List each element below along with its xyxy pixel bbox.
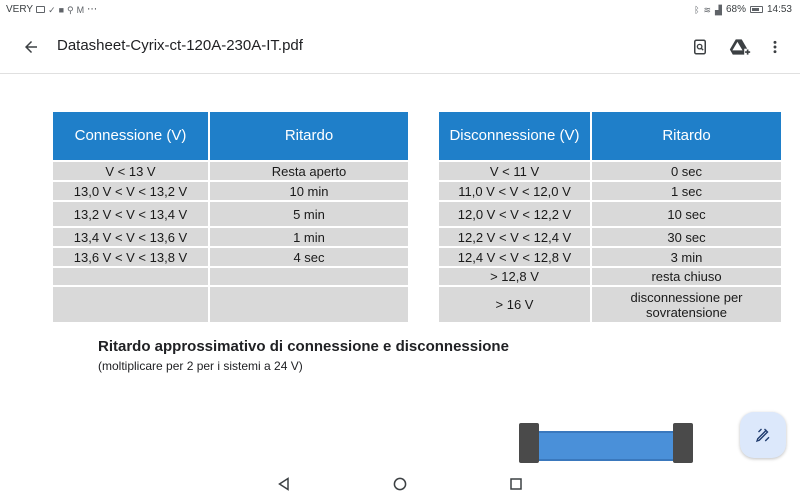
wifi-icon: ≋ xyxy=(703,4,712,15)
device-illustration xyxy=(519,423,693,471)
table-row: 13,2 V < V < 13,4 V 5 min xyxy=(53,200,408,227)
nav-back-button[interactable] xyxy=(276,476,292,492)
table-row: 11,0 V < V < 12,0 V 1 sec xyxy=(439,180,781,201)
status-right: ᛒ ≋ ▟ 68% 14:53 xyxy=(694,4,792,15)
more-vert-icon xyxy=(773,40,777,54)
maps-icon: ⚲ xyxy=(67,4,74,15)
gmail-icon: M xyxy=(76,4,85,15)
table-row: 13,0 V < V < 13,2 V 10 min xyxy=(53,180,408,201)
table-cell: 3 min xyxy=(591,246,781,267)
mail-icon xyxy=(36,6,46,13)
search-in-document-icon xyxy=(694,39,706,55)
table-cell: 12,0 V < V < 12,2 V xyxy=(439,200,592,227)
edit-annotate-icon xyxy=(755,428,770,443)
carrier-label: VERY xyxy=(6,4,34,15)
table-cell: 5 min xyxy=(209,200,408,227)
table-cell: > 12,8 V xyxy=(439,266,592,286)
table-cell: > 16 V xyxy=(439,285,592,322)
table-cell: 13,2 V < V < 13,4 V xyxy=(53,200,210,227)
table-cell xyxy=(53,266,210,286)
app-bar: Datasheet-Cyrix-ct-120A-230A-IT.pdf xyxy=(0,20,800,74)
nav-recents-icon xyxy=(510,478,522,490)
table-cell: V < 11 V xyxy=(439,160,592,181)
table-header-row: Connessione (V) Ritardo xyxy=(53,112,408,161)
back-arrow-icon xyxy=(25,41,37,53)
table-row: 12,2 V < V < 12,4 V 30 sec xyxy=(439,226,781,247)
table-row: > 12,8 V resta chiuso xyxy=(439,266,781,286)
table-cell: V < 13 V xyxy=(53,160,210,181)
table-cell: 1 min xyxy=(209,226,408,247)
table-row: > 16 V disconnessione per sovratensione xyxy=(439,285,781,322)
table-cell: 30 sec xyxy=(591,226,781,247)
column-header: Ritardo xyxy=(209,112,408,161)
table-row xyxy=(53,266,408,286)
table-row xyxy=(53,285,408,322)
table-header-row: Disconnessione (V) Ritardo xyxy=(439,112,781,161)
table-cell: 13,0 V < V < 13,2 V xyxy=(53,180,210,201)
device-end-cap xyxy=(673,423,693,463)
clock: 14:53 xyxy=(766,4,792,15)
overflow-indicator: ⋯ xyxy=(87,4,98,15)
check-icon: ✓ xyxy=(48,4,56,15)
table-row: 12,4 V < V < 12,8 V 3 min xyxy=(439,246,781,267)
device-body xyxy=(523,431,689,461)
table-cell: resta chiuso xyxy=(591,266,781,286)
table-cell: 13,6 V < V < 13,8 V xyxy=(53,246,210,267)
column-header: Disconnessione (V) xyxy=(439,112,592,161)
bluetooth-icon: ᛒ xyxy=(694,4,700,15)
nav-home-icon xyxy=(393,477,407,491)
pdf-page[interactable]: Connessione (V) Ritardo V < 13 V Resta a… xyxy=(0,76,800,466)
status-left: VERY ✓ ■ ⚲ M ⋯ xyxy=(6,4,97,15)
table-row: 13,6 V < V < 13,8 V 4 sec xyxy=(53,246,408,267)
table-cell xyxy=(209,266,408,286)
system-nav-bar xyxy=(0,468,800,500)
status-bar: VERY ✓ ■ ⚲ M ⋯ ᛒ ≋ ▟ 68% 14:53 xyxy=(0,0,800,20)
table-cell xyxy=(53,285,210,322)
column-header: Connessione (V) xyxy=(53,112,210,161)
drive-add-icon xyxy=(729,39,751,56)
table-cell: 4 sec xyxy=(209,246,408,267)
facebook-icon: ■ xyxy=(58,4,65,15)
figure-subcaption: (moltiplicare per 2 per i sistemi a 24 V… xyxy=(98,359,303,373)
nav-recents-button[interactable] xyxy=(508,476,524,492)
table-row: 12,0 V < V < 12,2 V 10 sec xyxy=(439,200,781,227)
table-cell: Resta aperto xyxy=(209,160,408,181)
more-options-button[interactable] xyxy=(762,34,788,60)
table-cell xyxy=(209,285,408,322)
table-cell: 0 sec xyxy=(591,160,781,181)
nav-back-icon xyxy=(278,477,289,491)
battery-icon xyxy=(749,6,763,13)
column-header: Ritardo xyxy=(591,112,781,161)
figure-caption: Ritardo approssimativo di connessione e … xyxy=(98,338,509,355)
signal-icon: ▟ xyxy=(715,4,722,15)
table-cell: 10 min xyxy=(209,180,408,201)
nav-home-button[interactable] xyxy=(392,476,408,492)
table-cell: disconnessione per sovratensione xyxy=(591,285,781,322)
disconnection-delay-table: Disconnessione (V) Ritardo V < 11 V 0 se… xyxy=(439,112,781,322)
battery-percent: 68% xyxy=(725,4,746,15)
search-in-document-button[interactable] xyxy=(687,34,713,60)
back-button[interactable] xyxy=(18,34,44,60)
connection-delay-table: Connessione (V) Ritardo V < 13 V Resta a… xyxy=(53,112,408,322)
table-cell: 12,4 V < V < 12,8 V xyxy=(439,246,592,267)
document-title: Datasheet-Cyrix-ct-120A-230A-IT.pdf xyxy=(57,37,303,54)
table-row: V < 11 V 0 sec xyxy=(439,160,781,181)
table-cell: 10 sec xyxy=(591,200,781,227)
table-cell: 11,0 V < V < 12,0 V xyxy=(439,180,592,201)
table-row: 13,4 V < V < 13,6 V 1 min xyxy=(53,226,408,247)
table-row: V < 13 V Resta aperto xyxy=(53,160,408,181)
table-cell: 1 sec xyxy=(591,180,781,201)
annotate-fab[interactable] xyxy=(740,412,786,458)
device-end-cap xyxy=(519,423,539,463)
table-cell: 13,4 V < V < 13,6 V xyxy=(53,226,210,247)
table-cell: 12,2 V < V < 12,4 V xyxy=(439,226,592,247)
add-to-drive-button[interactable] xyxy=(727,34,753,60)
